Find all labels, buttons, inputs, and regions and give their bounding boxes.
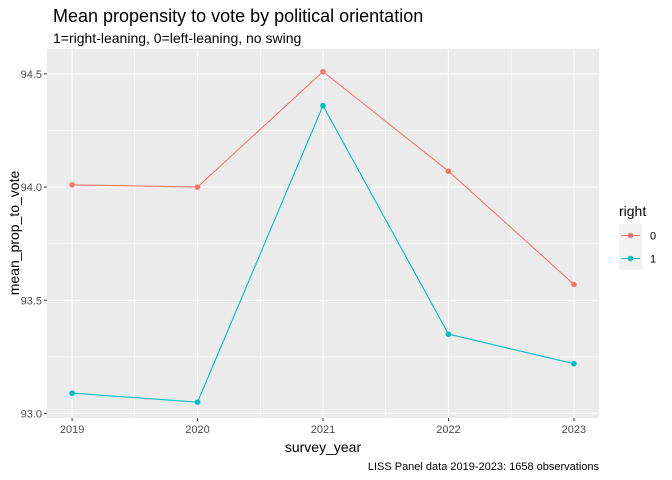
x-tick-label: 2021	[311, 424, 335, 436]
data-point-1	[445, 331, 452, 338]
series-layer	[69, 68, 577, 405]
grid-major	[47, 49, 599, 418]
legend-key-point	[627, 232, 634, 239]
data-point-0	[320, 68, 326, 75]
legend-label: 0	[650, 231, 656, 243]
data-point-1	[194, 399, 201, 405]
axis-ticks	[44, 73, 575, 421]
chart-title: Mean propensity to vote by political ori…	[53, 6, 423, 26]
data-point-0	[194, 184, 201, 190]
x-axis-title: survey_year	[285, 439, 362, 455]
legend-label: 1	[650, 254, 656, 266]
legend-key-point	[627, 255, 634, 262]
data-point-1	[571, 360, 577, 367]
x-tick-label: 2022	[436, 424, 460, 436]
data-point-1	[69, 390, 75, 396]
chart-caption: LISS Panel data 2019-2023: 1658 observat…	[368, 461, 600, 473]
legend: right 01	[619, 203, 656, 270]
data-point-0	[445, 168, 452, 175]
data-point-1	[320, 102, 326, 109]
y-tick-label: 94.5	[21, 69, 42, 81]
data-point-0	[571, 281, 577, 288]
chart-subtitle: 1=right-leaning, 0=left-leaning, no swin…	[53, 30, 301, 46]
x-tick-label: 2019	[60, 424, 84, 436]
tick-labels: 2019 2020 2021 2022 2023 93.0 93.5 94.0 94.5	[21, 69, 587, 436]
x-tick-label: 2023	[562, 424, 586, 436]
legend-title: right	[619, 203, 646, 219]
x-tick-label: 2020	[185, 424, 209, 436]
y-tick-label: 93.5	[21, 295, 42, 307]
y-tick-label: 94.0	[21, 182, 42, 194]
legend-keys: 01	[619, 224, 656, 270]
data-point-0	[69, 182, 75, 188]
y-tick-label: 93.0	[21, 408, 42, 420]
y-axis-title: mean_prop_to_vote	[6, 171, 22, 296]
